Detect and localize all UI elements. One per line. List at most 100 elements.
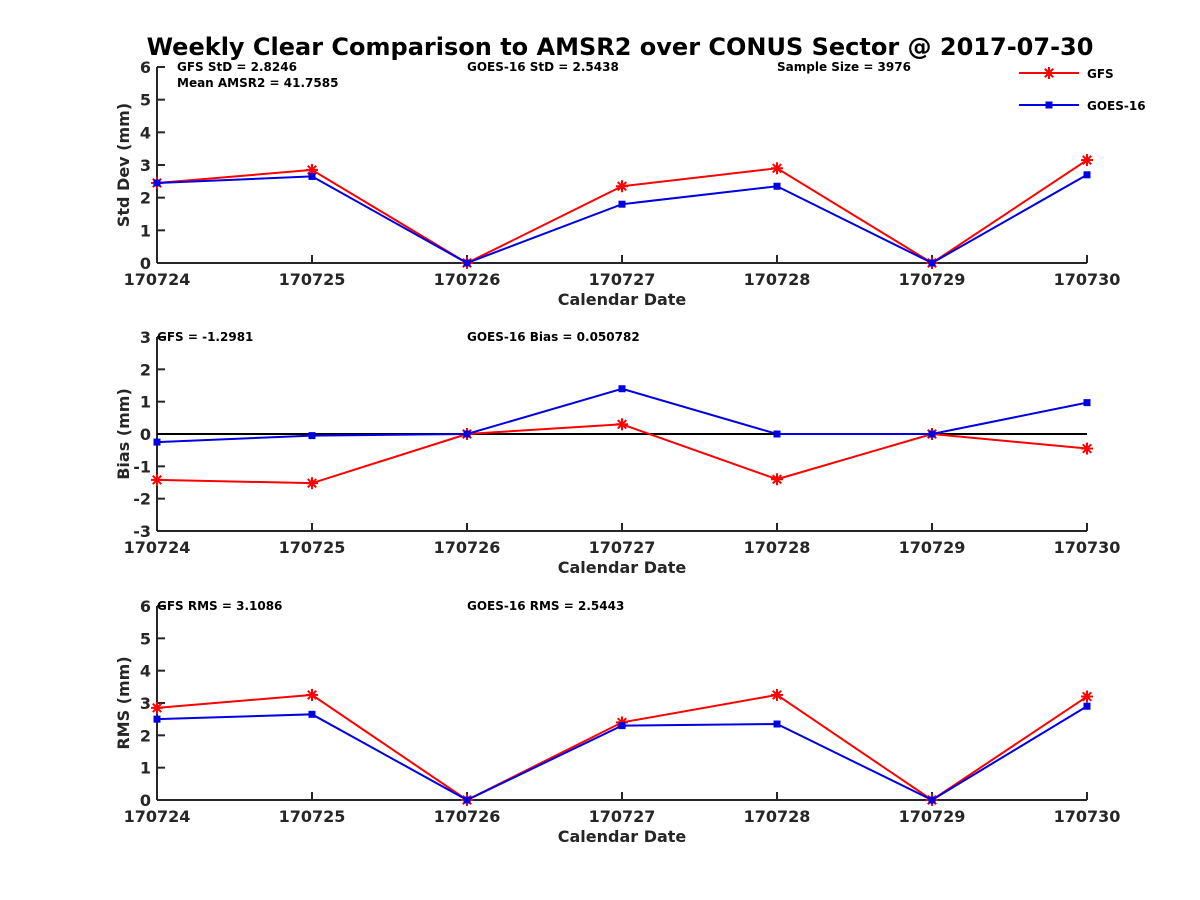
x-tick-label: 170726 (434, 807, 501, 826)
x-tick-label: 170727 (589, 807, 656, 826)
data-point (306, 477, 318, 490)
series-line (156, 159, 1088, 265)
data-point (618, 385, 626, 393)
series-goes-16 (153, 171, 1091, 267)
legend-entry-goes-16: GOES-16 (1019, 99, 1146, 113)
data-point (153, 179, 161, 187)
y-tick-label: 5 (140, 91, 151, 110)
x-tick-label: 170729 (899, 270, 966, 289)
x-axis-label: Calendar Date (558, 558, 687, 577)
data-point (308, 432, 316, 440)
data-point (153, 438, 161, 446)
series-goes-16 (153, 385, 1091, 446)
data-point (1083, 171, 1091, 179)
legend-label: GFS (1087, 67, 1114, 81)
data-point (1081, 154, 1093, 167)
stat-annotation: GFS = -1.2981 (157, 330, 253, 344)
data-point (928, 796, 936, 804)
y-tick-label: 4 (140, 123, 151, 142)
x-tick-label: 170728 (744, 270, 811, 289)
data-point (308, 710, 316, 718)
x-tick-label: 170725 (279, 538, 346, 557)
x-tick-label: 170730 (1054, 807, 1121, 826)
y-tick-label: 2 (140, 189, 151, 208)
data-point (463, 796, 471, 804)
x-tick-label: 170726 (434, 538, 501, 557)
y-tick-label: 1 (140, 221, 151, 240)
x-tick-label: 170730 (1054, 538, 1121, 557)
y-axis-label: Std Dev (mm) (114, 103, 133, 227)
y-tick-label: 3 (140, 694, 151, 713)
y-axis-label: Bias (mm) (114, 388, 133, 480)
data-point (616, 180, 628, 193)
y-tick-label: 2 (140, 726, 151, 745)
x-tick-label: 170727 (589, 538, 656, 557)
data-point (1081, 442, 1093, 455)
data-point (618, 722, 626, 730)
data-point (771, 162, 783, 175)
panel-1: 0 1 2 3 4 5 6 170724 170725 170726 170727 170728 170… (114, 58, 1120, 309)
x-tick-label: 170724 (124, 807, 191, 826)
y-tick-label: 0 (140, 791, 151, 810)
legend-marker (1045, 101, 1053, 109)
data-point (618, 200, 626, 208)
y-tick-label: 0 (140, 425, 151, 444)
data-point (1081, 690, 1093, 703)
stat-annotation: GOES-16 RMS = 2.5443 (467, 599, 624, 613)
x-tick-label: 170727 (589, 270, 656, 289)
data-point (771, 473, 783, 486)
x-tick-label: 170728 (744, 807, 811, 826)
data-point (1083, 702, 1091, 710)
y-tick-label: 0 (140, 254, 151, 273)
data-point (616, 418, 628, 431)
data-point (153, 715, 161, 723)
x-axis-label: Calendar Date (558, 827, 687, 846)
figure-title: Weekly Clear Comparison to AMSR2 over CO… (147, 33, 1094, 61)
y-tick-label: 1 (140, 393, 151, 412)
data-point (1083, 399, 1091, 407)
legend-marker (1043, 67, 1055, 79)
x-tick-label: 170729 (899, 538, 966, 557)
y-tick-label: 1 (140, 759, 151, 778)
x-tick-label: 170725 (279, 807, 346, 826)
x-tick-label: 170724 (124, 538, 191, 557)
stat-annotation: GOES-16 Bias = 0.050782 (467, 330, 640, 344)
data-point (773, 182, 781, 190)
data-point (463, 259, 471, 267)
panel-2: -3 -2 -1 0 1 2 3 170724 170725 170726 170727 170728… (114, 328, 1120, 577)
data-point (151, 701, 163, 714)
data-point (308, 172, 316, 180)
y-tick-label: 6 (140, 58, 151, 77)
data-point (771, 688, 783, 701)
y-tick-label: 5 (140, 629, 151, 648)
y-tick-label: 3 (140, 156, 151, 175)
x-tick-label: 170730 (1054, 270, 1121, 289)
x-axis-label: Calendar Date (558, 290, 687, 309)
series-gfs (151, 418, 1093, 490)
data-point (151, 473, 163, 486)
series-goes-16 (153, 702, 1091, 804)
x-tick-label: 170728 (744, 538, 811, 557)
data-point (773, 430, 781, 438)
y-tick-label: 2 (140, 360, 151, 379)
series-line (156, 693, 1088, 802)
data-point (463, 430, 471, 438)
y-tick-label: 6 (140, 597, 151, 616)
y-tick-label: -2 (133, 490, 151, 509)
chart-panels: 0 1 2 3 4 5 6 170724 170725 170726 170727 170728 170… (114, 58, 1120, 846)
x-tick-label: 170725 (279, 270, 346, 289)
y-tick-label: 3 (140, 328, 151, 347)
stat-annotation: GOES-16 StD = 2.5438 (467, 60, 619, 74)
stat-annotation: Sample Size = 3976 (777, 60, 911, 74)
data-point (928, 259, 936, 267)
legend: GFS GOES-16 (1019, 67, 1146, 113)
legend-entry-gfs: GFS (1019, 67, 1114, 81)
x-tick-label: 170726 (434, 270, 501, 289)
x-tick-label: 170729 (899, 807, 966, 826)
panel-3: 0 1 2 3 4 5 6 170724 170725 170726 170727 170728 170… (114, 597, 1120, 846)
y-tick-label: 4 (140, 662, 151, 681)
data-point (928, 430, 936, 438)
y-axis-label: RMS (mm) (114, 656, 133, 749)
y-tick-label: -3 (133, 522, 151, 541)
